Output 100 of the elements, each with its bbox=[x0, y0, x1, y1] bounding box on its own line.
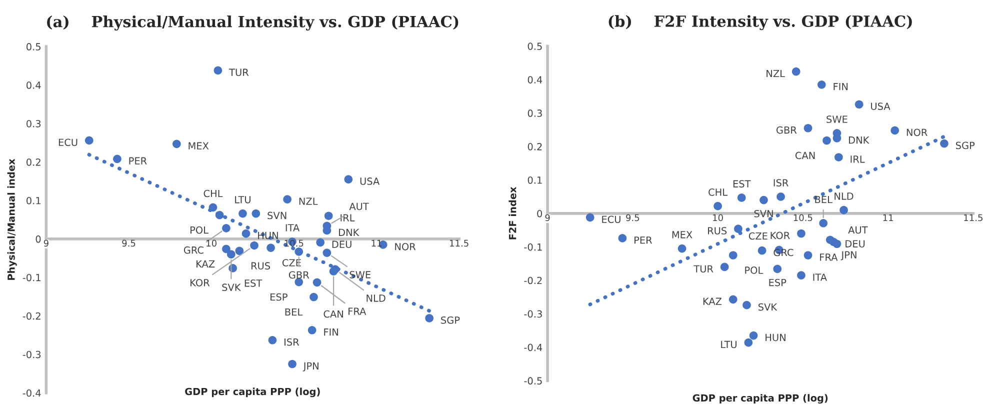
x-tick-label: 9 bbox=[44, 240, 48, 247]
y-tick-label: -0.4 bbox=[22, 389, 41, 397]
y-tick-label: 0.3 bbox=[528, 110, 542, 117]
point bbox=[744, 338, 753, 347]
data-label: JPN bbox=[840, 251, 856, 260]
data-label: USA bbox=[871, 102, 890, 110]
x-tick-label: 10.5 bbox=[794, 214, 812, 222]
point bbox=[737, 194, 746, 202]
y-axis-title: F2F index bbox=[508, 186, 516, 240]
data-label: DNK bbox=[849, 136, 870, 144]
x-tick-label: 9.5 bbox=[122, 240, 136, 247]
data-label: CAN bbox=[324, 310, 343, 318]
point bbox=[728, 251, 738, 260]
y-tick-label: 0.2 bbox=[528, 143, 542, 150]
point bbox=[804, 124, 812, 132]
point bbox=[714, 202, 722, 210]
y-axis-title: Physical/Manual index bbox=[7, 158, 17, 280]
x-tick-label: 11 bbox=[883, 214, 893, 221]
data-label: AUT bbox=[848, 226, 868, 234]
chart-title: (b) F2F Intensity vs. GDP (PIAAC) bbox=[608, 15, 912, 30]
y-tick-label: 0.5 bbox=[528, 42, 542, 50]
data-label: GBR bbox=[288, 271, 310, 279]
data-label: BEL bbox=[815, 196, 832, 204]
data-label: POL bbox=[190, 226, 208, 234]
y-tick-label: 0.4 bbox=[528, 76, 542, 84]
point bbox=[208, 203, 218, 212]
point bbox=[742, 300, 751, 310]
point bbox=[758, 246, 766, 255]
chart-title: (a) Physical/Manual Intensity vs. GDP (PIAAC) bbox=[47, 16, 458, 31]
data-label: NOR bbox=[395, 242, 416, 250]
point bbox=[113, 154, 122, 164]
point bbox=[819, 218, 828, 228]
point bbox=[728, 295, 738, 304]
point bbox=[425, 314, 434, 322]
data-label: ISR bbox=[284, 338, 300, 346]
data-label: KOR bbox=[770, 232, 790, 240]
data-label: SWE bbox=[826, 116, 848, 123]
data-label: DNK bbox=[339, 228, 360, 236]
data-label: GRC bbox=[774, 248, 794, 256]
data-label: LTU bbox=[721, 340, 736, 348]
data-label: DEU bbox=[846, 240, 865, 248]
data-label: SVN bbox=[754, 210, 773, 218]
data-label: SWE bbox=[350, 271, 370, 278]
data-label: EST bbox=[244, 279, 262, 287]
data-label: NZL bbox=[766, 70, 785, 78]
data-label: FIN bbox=[834, 83, 848, 90]
point bbox=[773, 264, 782, 274]
x-tick-label: 11.5 bbox=[450, 240, 468, 247]
data-label: ISR bbox=[774, 179, 788, 186]
point bbox=[308, 326, 316, 334]
point bbox=[316, 238, 325, 247]
y-tick-label: -0.5 bbox=[524, 377, 542, 385]
data-label: PER bbox=[634, 236, 652, 244]
point bbox=[266, 244, 275, 252]
point bbox=[817, 80, 826, 89]
y-tick-label: 0.4 bbox=[26, 82, 41, 89]
data-label: USA bbox=[360, 178, 380, 185]
data-label: PER bbox=[129, 157, 147, 164]
point bbox=[678, 244, 686, 253]
point bbox=[749, 331, 758, 340]
data-label: CAN bbox=[795, 152, 815, 160]
data-label: NLD bbox=[366, 294, 386, 302]
point bbox=[832, 240, 842, 248]
point bbox=[268, 336, 277, 344]
y-tick-label: -0.3 bbox=[524, 310, 542, 318]
data-label: ECU bbox=[602, 216, 620, 224]
data-label: KOR bbox=[190, 278, 210, 286]
y-tick-label: -0.2 bbox=[524, 276, 542, 284]
y-tick-label: -0.1 bbox=[22, 274, 40, 282]
point bbox=[804, 251, 812, 260]
x-axis-title: GDP per capita PPP (log) bbox=[692, 394, 828, 404]
data-label: ESP bbox=[769, 278, 786, 286]
point bbox=[310, 292, 318, 302]
data-label: BEL bbox=[285, 308, 303, 316]
point bbox=[312, 278, 322, 287]
x-axis-title: GDP per capita PPP (log) bbox=[185, 388, 320, 398]
y-tick-label: 0 bbox=[36, 235, 41, 243]
data-label: CZE bbox=[748, 232, 768, 240]
data-label: MEX bbox=[188, 142, 209, 150]
point bbox=[792, 67, 800, 76]
point bbox=[324, 212, 333, 220]
point bbox=[586, 213, 594, 222]
data-label: RUS bbox=[251, 262, 270, 270]
data-label: NLD bbox=[834, 192, 854, 200]
data-label: CHL bbox=[708, 188, 728, 196]
point bbox=[252, 209, 260, 218]
point bbox=[222, 244, 230, 254]
point bbox=[854, 100, 864, 109]
y-tick-label: -0.1 bbox=[524, 243, 542, 251]
data-label: SGP bbox=[956, 142, 975, 150]
data-label: TUR bbox=[694, 265, 714, 273]
data-label: POL bbox=[745, 266, 764, 274]
x-tick-label: 10 bbox=[206, 240, 216, 247]
y-tick-label: 0.5 bbox=[26, 43, 40, 50]
point bbox=[222, 224, 230, 232]
data-label: ITA bbox=[813, 274, 827, 281]
data-label: ECU bbox=[58, 138, 78, 146]
point bbox=[215, 210, 224, 220]
point bbox=[288, 360, 296, 368]
data-label: SGP bbox=[441, 316, 460, 324]
